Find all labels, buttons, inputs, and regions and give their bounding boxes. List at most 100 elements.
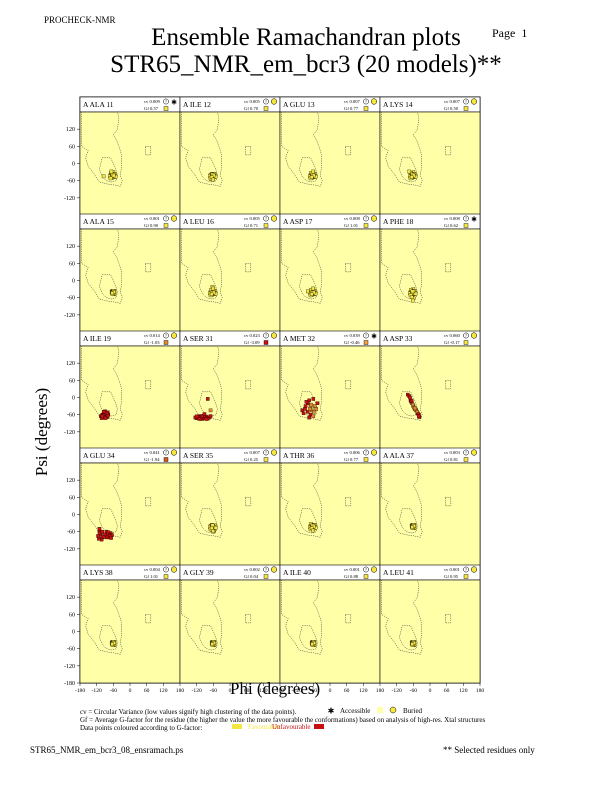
panel-label: A ILE 40 bbox=[283, 568, 311, 577]
panel-gf: Gf 1.01 bbox=[344, 223, 359, 228]
buried-icon bbox=[270, 332, 278, 339]
panel-a-ala-37: A ALA 37 cv 0.003 Gf 0.81? bbox=[379, 447, 481, 567]
page-number: 1 bbox=[521, 26, 528, 40]
legend-accessible-label: Accessible bbox=[340, 707, 370, 715]
panel-cv: cv 0.014 bbox=[144, 333, 161, 338]
data-point bbox=[311, 397, 316, 401]
cv-symbol-glyph: ? bbox=[165, 567, 167, 572]
panel-cv: cv 0.007 bbox=[444, 99, 461, 104]
data-point bbox=[307, 415, 311, 420]
allowed-region-1 bbox=[199, 391, 218, 417]
allowed-region-2 bbox=[345, 146, 352, 156]
phi-tick-label: 0 bbox=[229, 688, 232, 694]
panel-cv: cv 0.002 bbox=[244, 567, 261, 572]
data-point bbox=[306, 289, 310, 294]
panel-a-gly-39: A GLY 39 cv 0.002 Gf 0.04? -120 -60 0 60 120 180 bbox=[179, 564, 284, 694]
cv-symbol-glyph: ? bbox=[465, 567, 467, 572]
panel-plot-area bbox=[179, 579, 281, 684]
panel-a-asp-17: A ASP 17 cv 0.008 Gf 1.01? bbox=[279, 213, 381, 333]
panel-plot-area bbox=[279, 228, 381, 333]
gf-swatch bbox=[463, 457, 469, 462]
gf-swatch bbox=[363, 340, 369, 345]
psi-tick-label: 120 bbox=[66, 244, 75, 250]
buried-icon bbox=[470, 449, 478, 456]
cv-symbol bbox=[163, 332, 169, 339]
panel-label: A LEU 16 bbox=[183, 217, 214, 226]
panel-a-ser-35: A SER 35 cv 0.007 Gf 0.25? bbox=[179, 447, 281, 567]
allowed-region-2 bbox=[145, 614, 152, 624]
allowed-region-2 bbox=[445, 497, 452, 507]
buried-icon bbox=[170, 332, 178, 339]
panel-gf: Gf 0.95 bbox=[444, 574, 459, 579]
data-point bbox=[97, 527, 102, 531]
panel-gf: Gf 0.81 bbox=[444, 457, 459, 462]
gf-swatch bbox=[363, 106, 369, 111]
phi-tick-label: 0 bbox=[329, 688, 332, 694]
phi-tick-label: 60 bbox=[144, 688, 150, 694]
panel-plot-area bbox=[79, 462, 181, 567]
title-line1: Ensemble Ramachandran plots bbox=[151, 24, 461, 51]
panel-a-asp-33: A ASP 33 cv 0.060 Gf -0.17? bbox=[379, 330, 481, 450]
cv-symbol bbox=[463, 449, 469, 456]
legend-gradient-unfav bbox=[314, 724, 324, 729]
cv-symbol-glyph: ? bbox=[365, 99, 367, 104]
psi-tick-label: -120 bbox=[64, 664, 75, 670]
gf-swatch bbox=[263, 457, 269, 462]
psi-tick-label: -60 bbox=[67, 530, 75, 536]
psi-tick-label: -60 bbox=[67, 413, 75, 419]
phi-tick-label: -180 bbox=[75, 688, 85, 694]
data-point bbox=[106, 530, 111, 534]
gf-swatch bbox=[163, 223, 169, 228]
x-axis-label: Phi (degrees) bbox=[230, 679, 321, 698]
data-point bbox=[101, 535, 106, 539]
data-point bbox=[309, 175, 314, 179]
gf-swatch bbox=[463, 574, 469, 579]
psi-tick-label: 0 bbox=[72, 162, 75, 168]
data-point bbox=[315, 401, 320, 405]
panel-label: A MET 32 bbox=[283, 334, 315, 343]
data-point bbox=[309, 292, 314, 296]
allowed-region-1 bbox=[299, 625, 318, 651]
buried-icon bbox=[370, 449, 378, 456]
panel-a-ala-11: A ALA 11 cv 0.009 Gf 0.57? ✱ 120 60 0 -60 -120 bbox=[64, 96, 181, 216]
panel-gf: Gf -1.94 bbox=[144, 457, 160, 462]
cv-symbol bbox=[163, 215, 169, 222]
panel-label: A PHE 18 bbox=[383, 217, 414, 226]
panel-plot-area bbox=[79, 579, 181, 684]
data-point bbox=[99, 537, 104, 542]
buried-icon bbox=[370, 566, 378, 573]
panel-label: A LYS 38 bbox=[83, 568, 113, 577]
allowed-region-2 bbox=[145, 146, 152, 156]
data-point bbox=[410, 642, 414, 646]
phi-tick-label: 120 bbox=[359, 688, 368, 694]
allowed-region-1 bbox=[99, 391, 118, 417]
phi-tick-label: 60 bbox=[344, 688, 350, 694]
buried-icon bbox=[170, 566, 178, 573]
allowed-region-2 bbox=[245, 146, 252, 156]
cv-symbol bbox=[263, 215, 269, 222]
psi-tick-label: -120 bbox=[64, 547, 75, 553]
cv-symbol-glyph: ? bbox=[265, 333, 267, 338]
data-point bbox=[208, 408, 213, 413]
panel-label: A ALA 15 bbox=[83, 217, 114, 226]
cv-symbol-glyph: ? bbox=[465, 99, 467, 104]
cv-symbol bbox=[363, 449, 369, 456]
cv-symbol bbox=[463, 566, 469, 573]
panel-a-ala-15: A ALA 15 cv 0.001 Gf 0.90? 120 60 0 -60 -120 bbox=[64, 213, 181, 333]
data-point bbox=[311, 169, 315, 174]
panel-gf: Gf 0.04 bbox=[244, 574, 259, 579]
panel-a-glu-34: A GLU 34 cv 0.041 Gf -1.94? 120 60 0 -60 -120 bbox=[64, 447, 181, 567]
data-point bbox=[211, 529, 215, 533]
panel-plot-area bbox=[379, 579, 481, 684]
panel-label: A ASP 33 bbox=[383, 334, 413, 343]
accessible-star-icon: ✱ bbox=[371, 333, 377, 341]
cv-symbol bbox=[363, 215, 369, 222]
data-point bbox=[410, 525, 414, 529]
panel-plot-area bbox=[179, 462, 281, 567]
cv-symbol-glyph: ? bbox=[465, 450, 467, 455]
cv-symbol-glyph: ? bbox=[465, 216, 467, 221]
panel-a-ile-19: A ILE 19 cv 0.014 Gf -1.03? 120 60 0 -60 -120 bbox=[64, 330, 181, 450]
psi-tick-label: -120 bbox=[64, 313, 75, 319]
panel-gf: Gf 0.90 bbox=[144, 223, 159, 228]
